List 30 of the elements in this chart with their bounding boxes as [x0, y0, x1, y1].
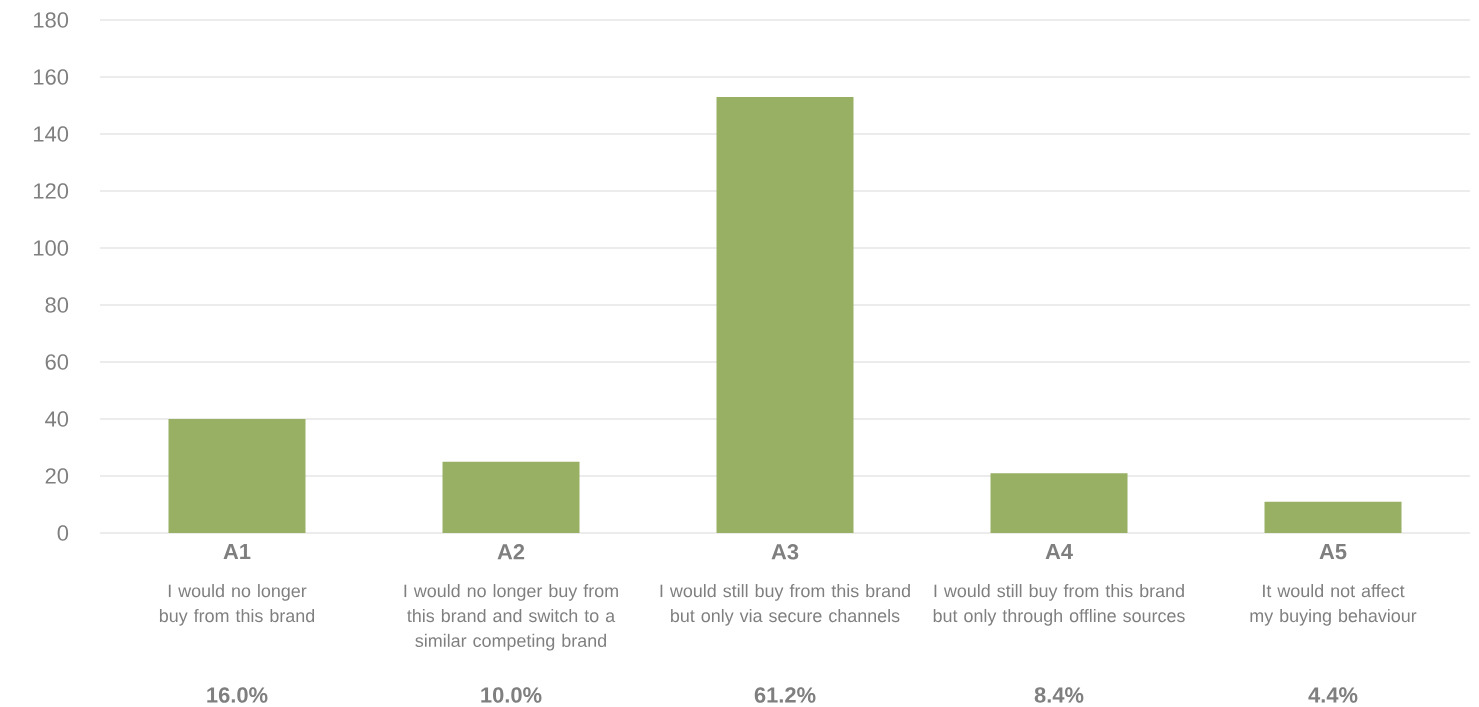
x-tick-label: A2 [497, 544, 525, 560]
y-tick-label: 40 [45, 411, 69, 427]
text: 4.4% [1308, 687, 1358, 703]
text: It would not affect my buying behaviour [1250, 584, 1417, 626]
y-tick-label: 120 [34, 183, 69, 199]
text: I would still buy from this brand but only through offline sources [933, 584, 1185, 626]
x-tick-label: A4 [1045, 544, 1073, 560]
y-tick-label: 100 [34, 240, 69, 256]
y-tick-label: 180 [34, 12, 69, 28]
y-tick-label: 80 [45, 297, 69, 313]
x-tick-label: A5 [1319, 544, 1347, 560]
text: I would still buy from this brand but only via secure channels [660, 584, 910, 626]
text: I would no longer buy from this brand [159, 584, 315, 626]
y-tick-label: 20 [45, 468, 69, 484]
text: I would no longer buy from this brand and switch to a similar competing brand [404, 584, 618, 651]
x-tick-label: A3 [771, 544, 799, 560]
x-tick-label: A1 [223, 544, 251, 560]
y-tick-label: 140 [34, 126, 69, 142]
y-tick-label: 60 [45, 354, 69, 370]
bar [990, 473, 1128, 533]
bar [442, 461, 580, 533]
bar [168, 419, 306, 533]
text: 16.0% [207, 687, 268, 703]
text: 10.0% [481, 687, 542, 703]
y-tick-label: 0 [57, 525, 69, 541]
bar [716, 96, 854, 533]
y-tick-label: 160 [34, 69, 69, 85]
bar [1264, 501, 1402, 533]
text: 8.4% [1034, 687, 1084, 703]
text: 61.2% [754, 687, 816, 703]
